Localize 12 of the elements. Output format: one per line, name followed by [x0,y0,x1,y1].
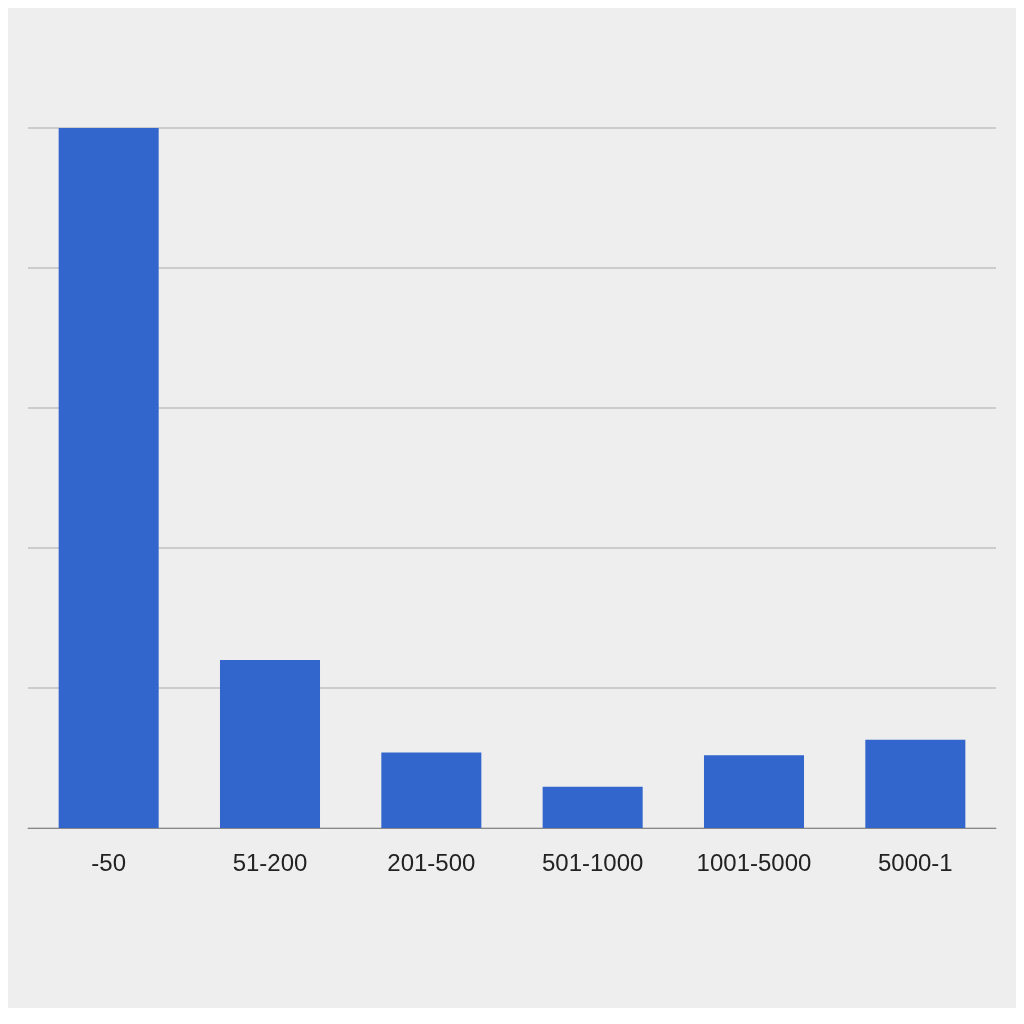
bar [703,755,805,828]
bar [865,739,966,828]
x-tick-label: 501-1000 [541,848,644,876]
x-tick-label: 51-200 [232,848,308,876]
x-tick-label: 5000-1 [877,848,953,876]
x-tick-label: 201-500 [387,848,476,876]
bar [381,752,482,828]
bar [542,786,643,828]
x-tick-label: 1001-5000 [696,848,812,876]
x-tick-label: -50 [91,848,127,876]
bar [58,128,159,828]
bar [219,660,321,828]
